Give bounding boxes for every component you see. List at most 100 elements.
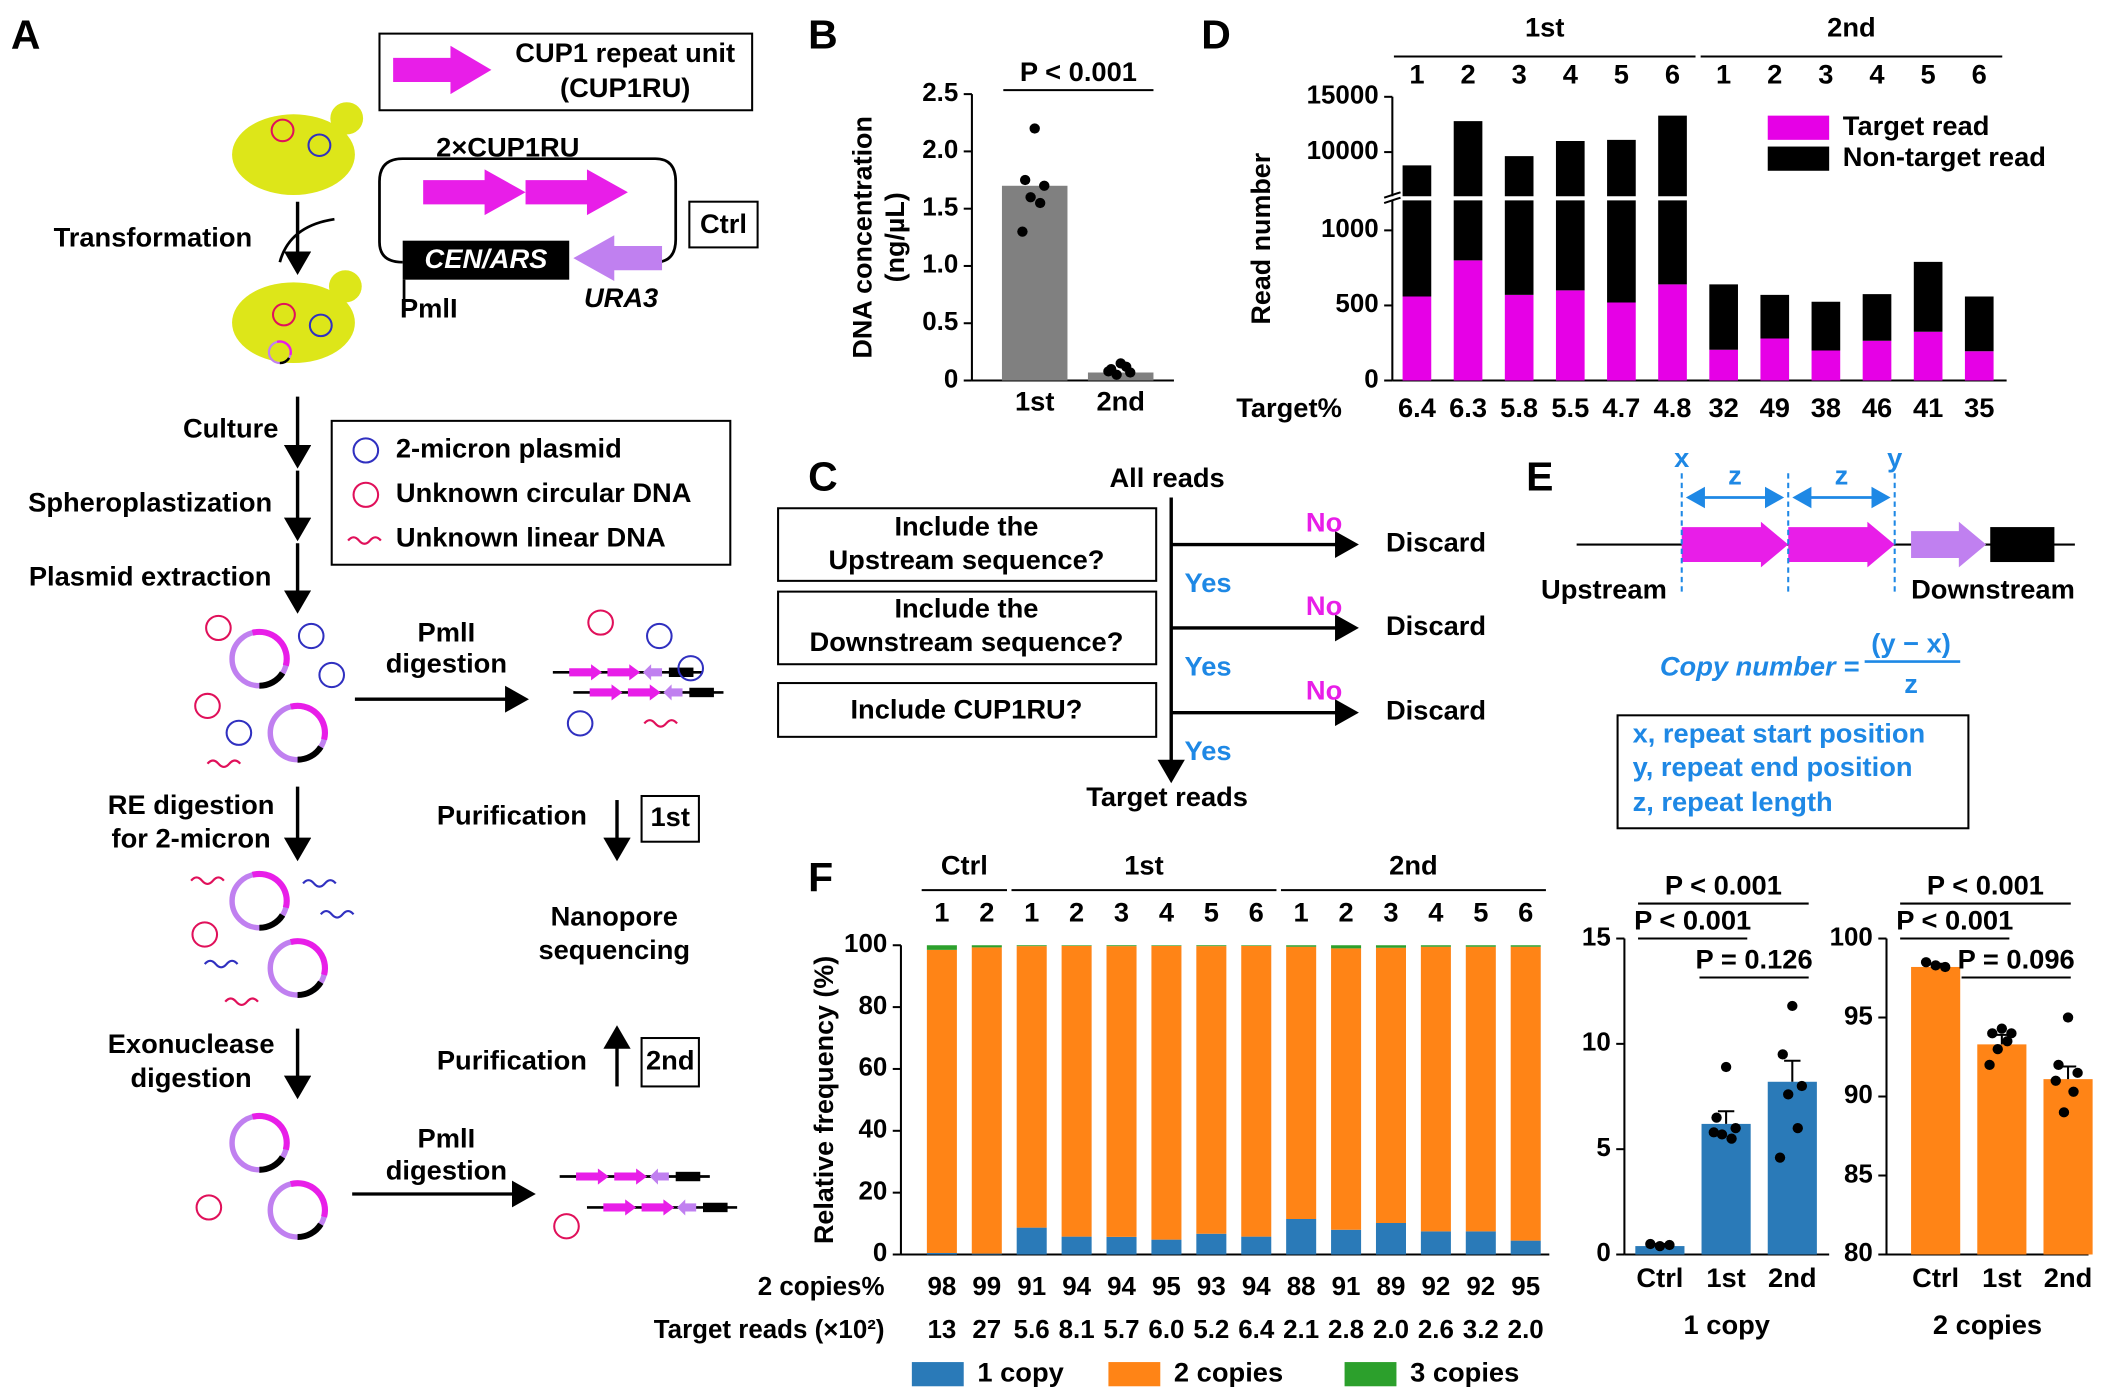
x-tick-label: 2 — [1338, 897, 1353, 928]
y-axis-label: (ng/µL) — [879, 192, 910, 282]
data-point — [1920, 957, 1932, 968]
row-value: 95 — [1152, 1273, 1181, 1301]
bar — [1701, 1123, 1751, 1255]
bar-segment — [1241, 945, 1272, 946]
data-point — [2062, 1012, 2074, 1023]
x-tick-label: Ctrl — [1636, 1262, 1683, 1293]
data-point — [1996, 1023, 2008, 1034]
ura3-arrow — [573, 235, 663, 282]
bar-segment — [1016, 946, 1047, 1228]
legend-label: Unknown circular DNA — [396, 477, 692, 508]
bar-segment — [1607, 302, 1636, 381]
row-value: 89 — [1377, 1273, 1406, 1301]
p-value: P = 0.126 — [1696, 944, 1813, 975]
transform-curve — [278, 217, 335, 263]
row-value: 92 — [1466, 1273, 1495, 1301]
unit-arrow — [393, 45, 492, 95]
bar-segment — [1196, 945, 1227, 947]
x-tick-label: Ctrl — [1912, 1262, 1959, 1293]
position-label: y — [1887, 442, 1902, 473]
key-box — [1616, 714, 1970, 830]
step-label: RE digestion — [108, 789, 275, 820]
data-point — [1716, 1129, 1728, 1140]
y-tick-label: 15 — [1582, 923, 1611, 951]
x-tick-label: 4 — [1563, 59, 1578, 90]
bar-segment — [1709, 349, 1738, 381]
p-value: P < 0.001 — [1896, 905, 2013, 936]
flow-end: Target reads — [1086, 781, 1248, 812]
data-point — [1103, 366, 1114, 377]
x-tick-label: 4 — [1428, 897, 1443, 928]
circle-dna — [191, 921, 219, 948]
bar-segment — [1420, 946, 1451, 1232]
y-tick-label: 0 — [873, 1239, 887, 1267]
linear-fragment — [585, 1198, 739, 1217]
formula-numerator: (y − x) — [1871, 628, 1951, 659]
step-label: Transformation — [54, 222, 253, 253]
legend-label: Unknown linear DNA — [396, 521, 666, 552]
x-tick-label: 2nd — [2044, 1262, 2093, 1293]
y-tick-label: 0.5 — [922, 308, 958, 336]
bar-segment — [1241, 1236, 1272, 1255]
plasmid-2micron — [318, 661, 346, 689]
question: Include the — [894, 511, 1038, 542]
data-point — [1029, 123, 1040, 134]
panel-label: A — [11, 12, 41, 58]
bar-segment — [1241, 945, 1272, 1237]
data-point — [1787, 1000, 1798, 1012]
plasmid — [270, 941, 325, 995]
circle-dna — [271, 302, 296, 327]
bar-segment — [1420, 945, 1451, 947]
p-value: P < 0.001 — [1020, 56, 1137, 87]
formula-lhs: Copy number = — [1660, 651, 1860, 682]
group-label: 2nd — [1827, 12, 1876, 43]
row-label: Target% — [1236, 392, 1342, 423]
row-value: 5.8 — [1500, 392, 1538, 423]
data-point — [1664, 1239, 1675, 1251]
row-value: 99 — [972, 1273, 1001, 1301]
x-tick-label: 3 — [1114, 897, 1129, 928]
y-tick-label: 1.5 — [922, 194, 958, 222]
axis-break — [1383, 191, 1401, 204]
data-point — [1039, 180, 1050, 191]
bar-segment — [1760, 338, 1790, 381]
bar-segment — [926, 945, 957, 950]
circle-dna — [205, 614, 232, 642]
bar-segment — [1196, 1233, 1227, 1255]
ura3-arrow — [1911, 521, 1987, 568]
position-label: x — [1674, 442, 1689, 473]
bar-segment — [1453, 121, 1483, 261]
linear-dna — [643, 719, 679, 728]
bar-segment — [1106, 946, 1137, 1237]
row-value: 2.0 — [1508, 1316, 1544, 1344]
yeast-bud — [328, 270, 362, 303]
bar-segment — [1465, 945, 1496, 947]
row-value: 2.1 — [1283, 1316, 1319, 1344]
key-item: z, repeat length — [1633, 786, 1833, 817]
step-label: Spheroplastization — [28, 487, 272, 518]
step-label: PmlI — [418, 617, 476, 648]
x-tick-label: 2 — [1069, 897, 1084, 928]
y-tick-label: 1000 — [1321, 215, 1379, 243]
p-value: P < 0.001 — [1634, 905, 1751, 936]
bar-segment — [1286, 1218, 1317, 1255]
row-value: 8.1 — [1059, 1316, 1095, 1344]
bar-segment — [1016, 1227, 1047, 1255]
p-value: P = 0.096 — [1958, 944, 2075, 975]
step-label: Purification — [437, 1045, 587, 1076]
plasmid-frame — [378, 157, 678, 264]
y-tick-label: 60 — [858, 1054, 887, 1082]
plasmid — [232, 632, 287, 686]
no-label: No — [1306, 675, 1342, 706]
bar — [1767, 1081, 1817, 1255]
step-label: Exonuclease — [108, 1028, 275, 1059]
row-value: 94 — [1107, 1273, 1137, 1301]
row-value: 94 — [1062, 1273, 1092, 1301]
y-axis-label: Relative frequency (%) — [808, 956, 839, 1244]
row-label: Target reads (×10²) — [654, 1316, 885, 1344]
flank-label: Upstream — [1541, 574, 1667, 605]
yes-label: Yes — [1185, 735, 1232, 766]
row-value: 88 — [1287, 1273, 1316, 1301]
y-tick-label: 500 — [1335, 290, 1378, 318]
row-value: 5.5 — [1551, 392, 1589, 423]
